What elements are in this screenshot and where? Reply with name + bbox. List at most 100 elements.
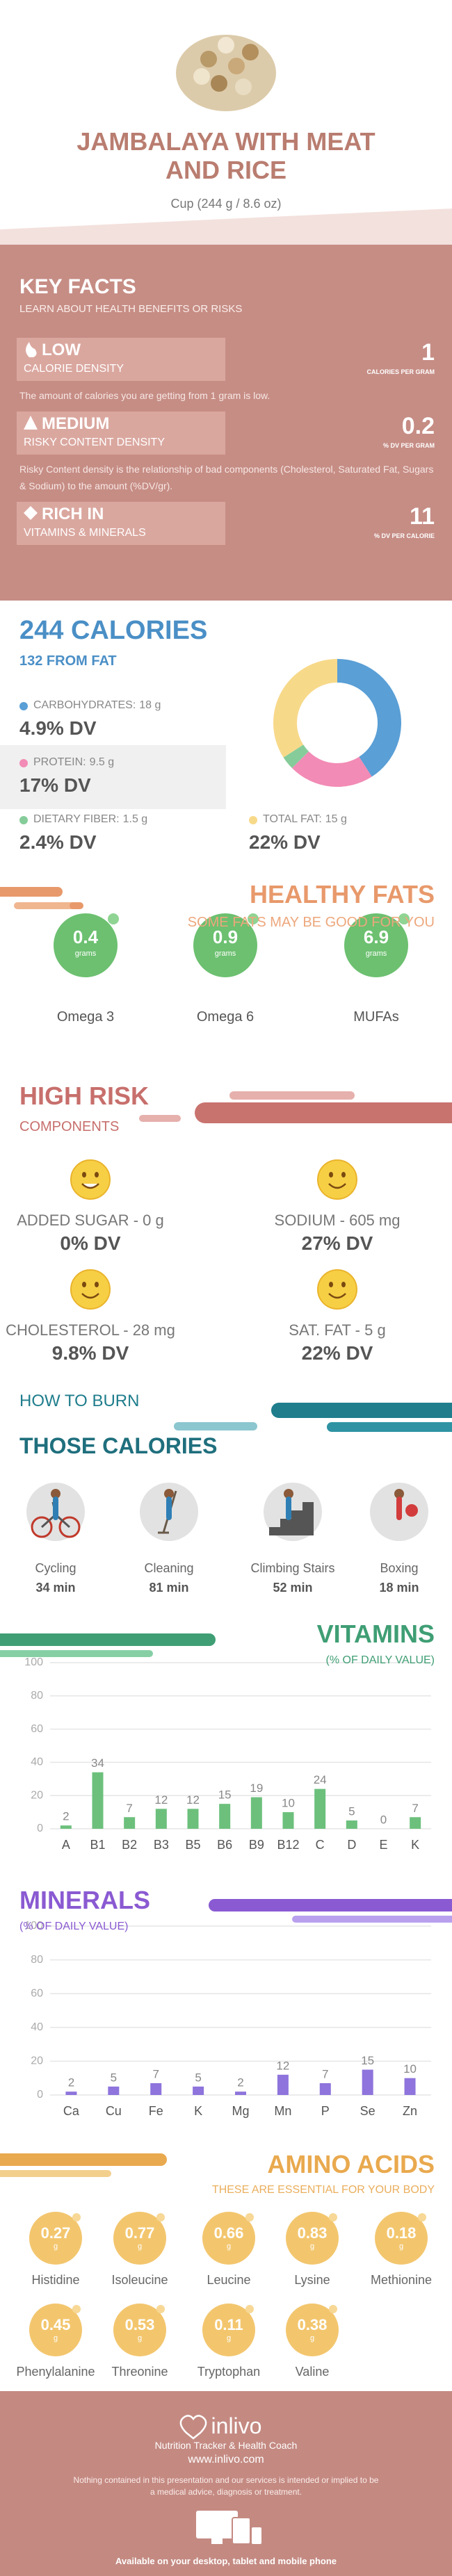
amino-unit: g (137, 2334, 143, 2342)
value-label: 2 (237, 2076, 243, 2089)
nutrient-name: PROTEIN: (33, 756, 86, 768)
risk-label: SAT. FAT - 5 g (289, 1321, 386, 1339)
amino-unit: g (226, 2242, 232, 2251)
brand-url: www.inlivo.com (188, 2454, 264, 2465)
smiley-mouth (81, 1183, 99, 1189)
legend-dot (19, 702, 28, 710)
boxing-glove (405, 1504, 418, 1517)
x-tick-label: Cu (106, 2104, 122, 2118)
amino-value: 0.53 (124, 2316, 155, 2333)
section-subtitle: COMPONENTS (19, 1119, 120, 1134)
amino-name: Valine (295, 2365, 330, 2379)
food-texture (211, 75, 227, 92)
amino-unit: g (226, 2334, 232, 2342)
decor-bar (271, 1403, 452, 1418)
bar (362, 2069, 373, 2095)
nutrient-amount: 18 g (139, 699, 161, 711)
bar (150, 2082, 162, 2095)
donut-slice (337, 659, 402, 777)
smiley-eye (329, 1282, 333, 1287)
value-label: 7 (126, 1802, 132, 1815)
x-tick-label: D (347, 1838, 356, 1852)
decor-bar (174, 1422, 257, 1430)
stairs (269, 1502, 314, 1535)
value-label: 34 (91, 1756, 104, 1770)
bar (187, 1809, 199, 1829)
y-tick-label: 20 (31, 1789, 43, 1801)
risk-dv: 9.8% DV (51, 1342, 129, 1364)
activity-name: Climbing Stairs (250, 1561, 335, 1575)
amino-name: Lysine (294, 2273, 330, 2287)
x-tick-label: P (321, 2104, 330, 2118)
footer-bg (0, 2391, 452, 2576)
x-tick-label: B5 (185, 1838, 200, 1852)
decor-bar (14, 902, 76, 909)
x-tick-label: B3 (154, 1838, 169, 1852)
flame-icon (26, 342, 37, 357)
donut-slice (273, 659, 337, 758)
smiley (70, 1269, 111, 1310)
activity-name: Cleaning (144, 1561, 194, 1575)
nutrient-name: DIETARY FIBER: (33, 813, 120, 825)
amino-value: 0.18 (386, 2224, 417, 2242)
legend-dot (19, 759, 28, 767)
device-phone (252, 2527, 261, 2544)
nutrient-dv: 4.9% DV (19, 717, 97, 739)
bar (314, 1788, 326, 1829)
chart-title: MINERALS (19, 1886, 150, 1914)
activity-name: Boxing (380, 1561, 419, 1575)
bike-wheel (31, 1516, 53, 1538)
smiley-eye (95, 1282, 99, 1287)
bar (193, 2086, 204, 2095)
device-monitor (196, 2511, 238, 2538)
nutrient-label: CARBOHYDRATES: 18 g (33, 699, 161, 712)
decor-bar (327, 1422, 452, 1432)
fat-value: 0.9 (212, 927, 239, 947)
logo-heart (179, 2415, 207, 2440)
smiley-eye (95, 1172, 99, 1177)
bar (108, 2086, 120, 2095)
amino-name: Phenylalanine (16, 2365, 95, 2379)
bar (319, 2082, 331, 2095)
activity-time: 52 min (273, 1581, 313, 1595)
decor-bar (0, 1633, 216, 1646)
fact-label: VITAMINS & MINERALS (24, 527, 146, 539)
amino-circle (286, 2212, 339, 2265)
amino-circle-dot (72, 2305, 81, 2313)
amino-name: Threonine (111, 2365, 168, 2379)
amino-circle-dot (245, 2305, 254, 2313)
y-tick-label: 20 (31, 2055, 43, 2067)
device-stand (211, 2538, 223, 2544)
fact-value: 0.2 (401, 413, 435, 439)
y-tick-label: 60 (31, 1987, 43, 1999)
value-label: 0 (380, 1813, 387, 1826)
person-head (51, 1489, 60, 1499)
y-tick-label: 100 (24, 1920, 43, 1932)
amino-unit: g (398, 2242, 404, 2251)
value-label: 2 (63, 1810, 69, 1823)
fact-label: RISKY CONTENT DENSITY (24, 437, 165, 448)
amino-value: 0.11 (214, 2316, 243, 2333)
fact-unit: % DV PER CALORIE (373, 532, 435, 539)
decor-bar (229, 1091, 355, 1100)
amino-circle-dot (156, 2305, 165, 2313)
decor-bar (0, 1650, 153, 1657)
fact-level: MEDIUM (42, 414, 110, 433)
fat-name: Omega 3 (56, 1009, 115, 1025)
bar (65, 2092, 77, 2095)
x-tick-label: E (379, 1838, 387, 1852)
amino-unit: g (137, 2242, 143, 2251)
person-head (394, 1489, 404, 1499)
risk-dv: 0% DV (60, 1232, 121, 1254)
donut-slice (291, 751, 372, 787)
decor-bar (292, 1916, 452, 1923)
activity-time: 34 min (35, 1581, 76, 1595)
risk-label: CHOLESTEROL - 28 mg (6, 1321, 175, 1339)
y-tick-label: 0 (37, 2089, 43, 2101)
section-subtitle: SOME FATS MAY BE GOOD FOR YOU (187, 915, 435, 930)
amino-value: 0.38 (297, 2316, 328, 2333)
serving-size: Cup (244 g / 8.6 oz) (170, 197, 282, 211)
smiley-eye (341, 1282, 346, 1287)
section-title: AMINO ACIDS (267, 2150, 435, 2178)
